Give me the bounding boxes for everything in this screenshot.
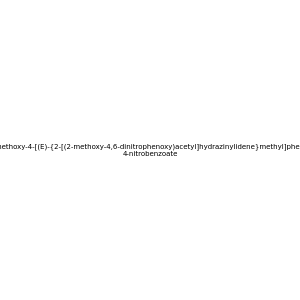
Text: 2-methoxy-4-[(E)-{2-[(2-methoxy-4,6-dinitrophenoxy)acetyl]hydrazinylidene}methyl: 2-methoxy-4-[(E)-{2-[(2-methoxy-4,6-dini… (0, 143, 300, 157)
